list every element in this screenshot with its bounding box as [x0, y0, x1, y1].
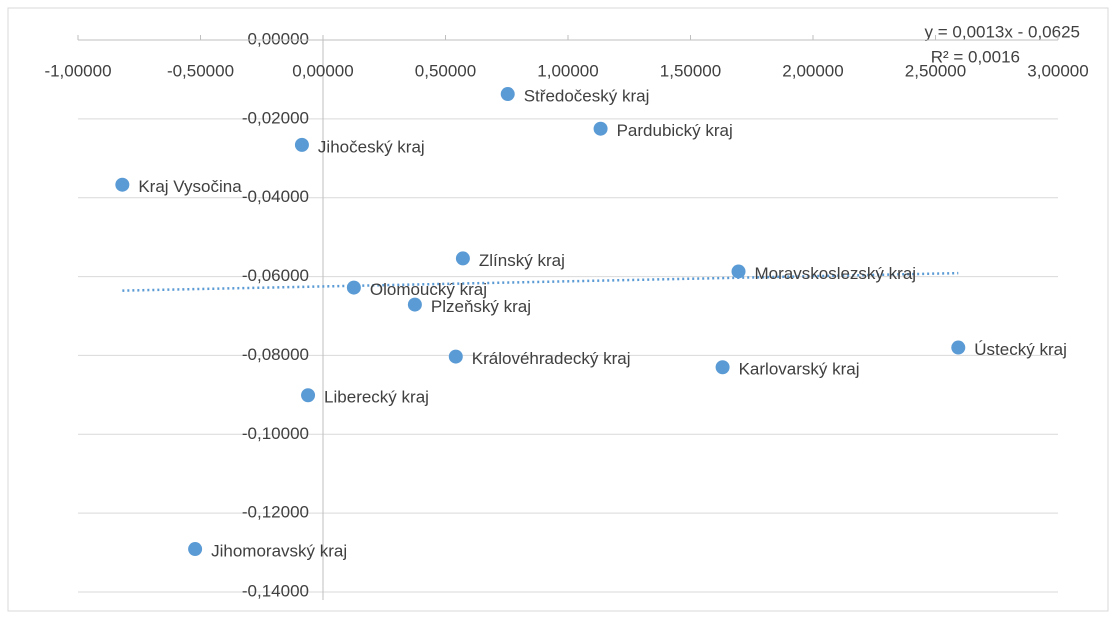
y-tick-label: -0,10000	[242, 424, 309, 443]
point-label: Karlovarský kraj	[739, 360, 860, 379]
point-label: Olomoucký kraj	[370, 280, 487, 299]
x-tick-label: 2,50000	[905, 61, 966, 80]
y-tick-label: -0,12000	[242, 503, 309, 522]
point-label: Kraj Vysočina	[138, 177, 242, 196]
point	[346, 280, 361, 295]
x-tick-label: 2,00000	[782, 61, 843, 80]
y-tick-label: -0,14000	[242, 581, 309, 600]
point-label: Středočeský kraj	[524, 87, 650, 106]
point-label: Zlínský kraj	[479, 251, 565, 270]
point-label: Ústecký kraj	[974, 340, 1067, 359]
x-tick-label: 0,00000	[292, 61, 353, 80]
y-tick-label: -0,08000	[242, 345, 309, 364]
trendline	[122, 271, 959, 292]
point	[455, 251, 470, 266]
point	[188, 542, 203, 557]
point	[715, 360, 730, 375]
point-label: Pardubický kraj	[617, 121, 733, 140]
point	[407, 297, 422, 312]
trendline-r2: R² = 0,0016	[931, 47, 1020, 66]
point	[294, 137, 309, 152]
point-label: Královéhradecký kraj	[472, 349, 631, 368]
point	[593, 121, 608, 136]
point-label: Moravskoslezský kraj	[755, 264, 917, 283]
point	[500, 87, 515, 102]
point-label: Jihočeský kraj	[318, 137, 425, 156]
point	[731, 264, 746, 279]
trendline-equation: y = 0,0013x - 0,0625	[925, 22, 1080, 41]
x-tick-label: 0,50000	[415, 61, 476, 80]
x-tick-label: -1,00000	[44, 61, 111, 80]
y-tick-label: 0,00000	[248, 29, 309, 48]
x-tick-label: 1,50000	[660, 61, 721, 80]
point-label: Liberecký kraj	[324, 388, 429, 407]
x-tick-label: 3,00000	[1027, 61, 1088, 80]
point-label: Jihomoravský kraj	[211, 542, 347, 561]
point	[448, 349, 463, 364]
x-tick-label: 1,00000	[537, 61, 598, 80]
point	[301, 388, 316, 403]
point	[951, 340, 966, 355]
y-tick-label: -0,02000	[242, 108, 309, 127]
y-tick-label: -0,04000	[242, 187, 309, 206]
point-label: Plzeňský kraj	[431, 297, 531, 316]
x-tick-label: -0,50000	[167, 61, 234, 80]
chart-area	[7, 7, 1109, 612]
point	[115, 177, 130, 192]
y-tick-label: -0,06000	[242, 266, 309, 285]
